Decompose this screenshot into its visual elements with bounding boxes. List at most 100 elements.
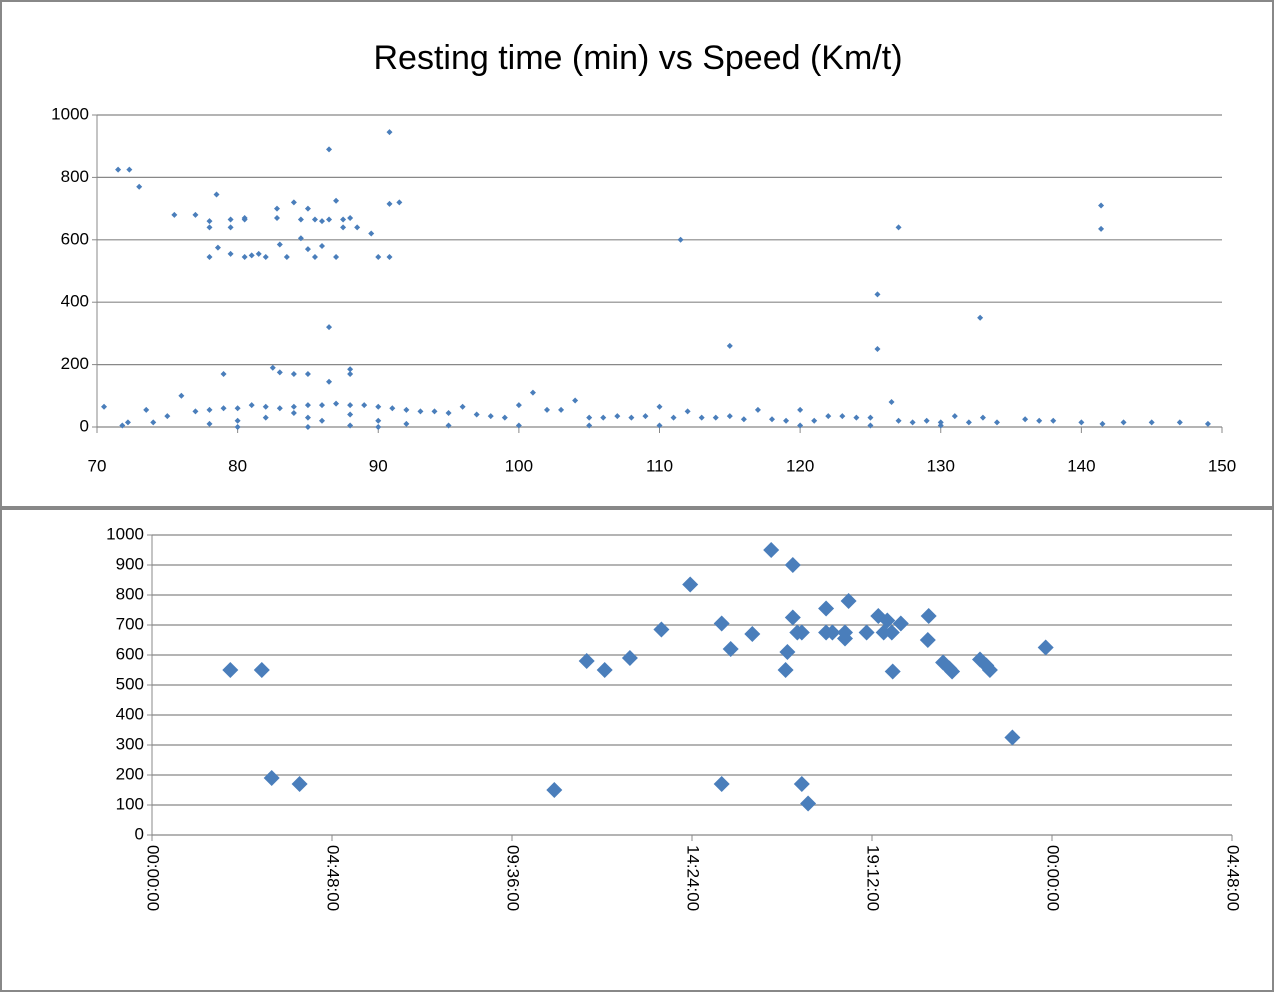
point: [1078, 419, 1085, 426]
point: [192, 211, 199, 218]
point: [347, 366, 354, 373]
point: [698, 414, 705, 421]
point: [143, 406, 150, 413]
point: [403, 406, 410, 413]
point: [241, 253, 248, 260]
point: [262, 403, 269, 410]
point: [515, 422, 522, 429]
point: [670, 414, 677, 421]
point: [797, 422, 804, 429]
point: [712, 414, 719, 421]
point: [874, 291, 881, 298]
point: [347, 214, 354, 221]
point: [206, 253, 213, 260]
point: [895, 224, 902, 231]
point: [234, 405, 241, 412]
point: [386, 200, 393, 207]
point: [417, 408, 424, 415]
point: [347, 411, 354, 418]
y-tick-label: 800: [116, 584, 144, 603]
point: [684, 408, 691, 415]
point: [1004, 729, 1021, 746]
point: [515, 402, 522, 409]
point: [326, 378, 333, 385]
y-tick-label: 500: [116, 674, 144, 693]
point: [951, 413, 958, 420]
y-tick-label: 700: [116, 614, 144, 633]
point: [1176, 419, 1183, 426]
point: [487, 413, 494, 420]
point: [677, 236, 684, 243]
point: [326, 146, 333, 153]
point: [213, 191, 220, 198]
point: [253, 662, 270, 678]
point: [445, 422, 452, 429]
y-tick-label: 1000: [51, 104, 89, 123]
point: [874, 346, 881, 352]
point: [304, 205, 311, 212]
point: [136, 183, 143, 190]
point: [354, 224, 361, 231]
point: [297, 216, 304, 223]
point: [119, 422, 126, 429]
point: [1037, 639, 1054, 656]
point: [262, 414, 269, 421]
point: [853, 414, 860, 421]
point: [291, 776, 308, 792]
point: [726, 413, 733, 420]
x-tick-label: 00:00:00: [144, 845, 163, 911]
point: [171, 211, 178, 218]
point: [586, 422, 593, 429]
point: [389, 405, 396, 412]
point: [797, 406, 804, 413]
point: [572, 397, 579, 404]
point: [920, 608, 937, 624]
point: [614, 413, 621, 420]
point: [263, 770, 280, 786]
x-tick-label: 90: [369, 456, 388, 475]
x-tick-label: 120: [786, 456, 814, 475]
point: [1099, 420, 1106, 427]
point: [333, 253, 340, 260]
point: [682, 576, 699, 593]
point: [333, 400, 340, 407]
point: [269, 364, 276, 371]
y-tick-label: 0: [80, 416, 89, 435]
point: [222, 662, 239, 678]
point: [979, 414, 986, 421]
point: [206, 420, 213, 427]
y-tick-label: 200: [61, 354, 89, 373]
x-tick-label: 19:12:00: [864, 845, 883, 911]
point: [126, 166, 133, 173]
point: [642, 413, 649, 420]
point: [178, 392, 185, 399]
point: [386, 253, 393, 260]
point: [290, 199, 297, 206]
y-tick-label: 400: [61, 292, 89, 311]
x-tick-label: 100: [505, 456, 533, 475]
point: [276, 369, 283, 376]
y-tick-label: 400: [116, 704, 144, 723]
x-tick-label: 140: [1067, 456, 1095, 475]
point: [304, 370, 311, 377]
y-tick-label: 100: [116, 794, 144, 813]
point: [825, 413, 832, 420]
point: [262, 253, 269, 260]
x-tick-label: 150: [1208, 456, 1236, 475]
point: [255, 250, 262, 257]
point: [1036, 417, 1043, 424]
point: [368, 230, 375, 237]
point: [347, 402, 354, 409]
x-tick-label: 110: [646, 456, 673, 475]
point: [883, 624, 900, 641]
y-tick-label: 300: [116, 734, 144, 753]
point: [150, 419, 157, 426]
chart-frame: [0, 0, 1274, 508]
point: [892, 615, 909, 632]
point: [656, 422, 663, 429]
y-tick-label: 600: [61, 229, 89, 248]
point: [326, 324, 333, 331]
point: [740, 416, 747, 423]
point: [784, 609, 801, 626]
point: [811, 417, 818, 424]
